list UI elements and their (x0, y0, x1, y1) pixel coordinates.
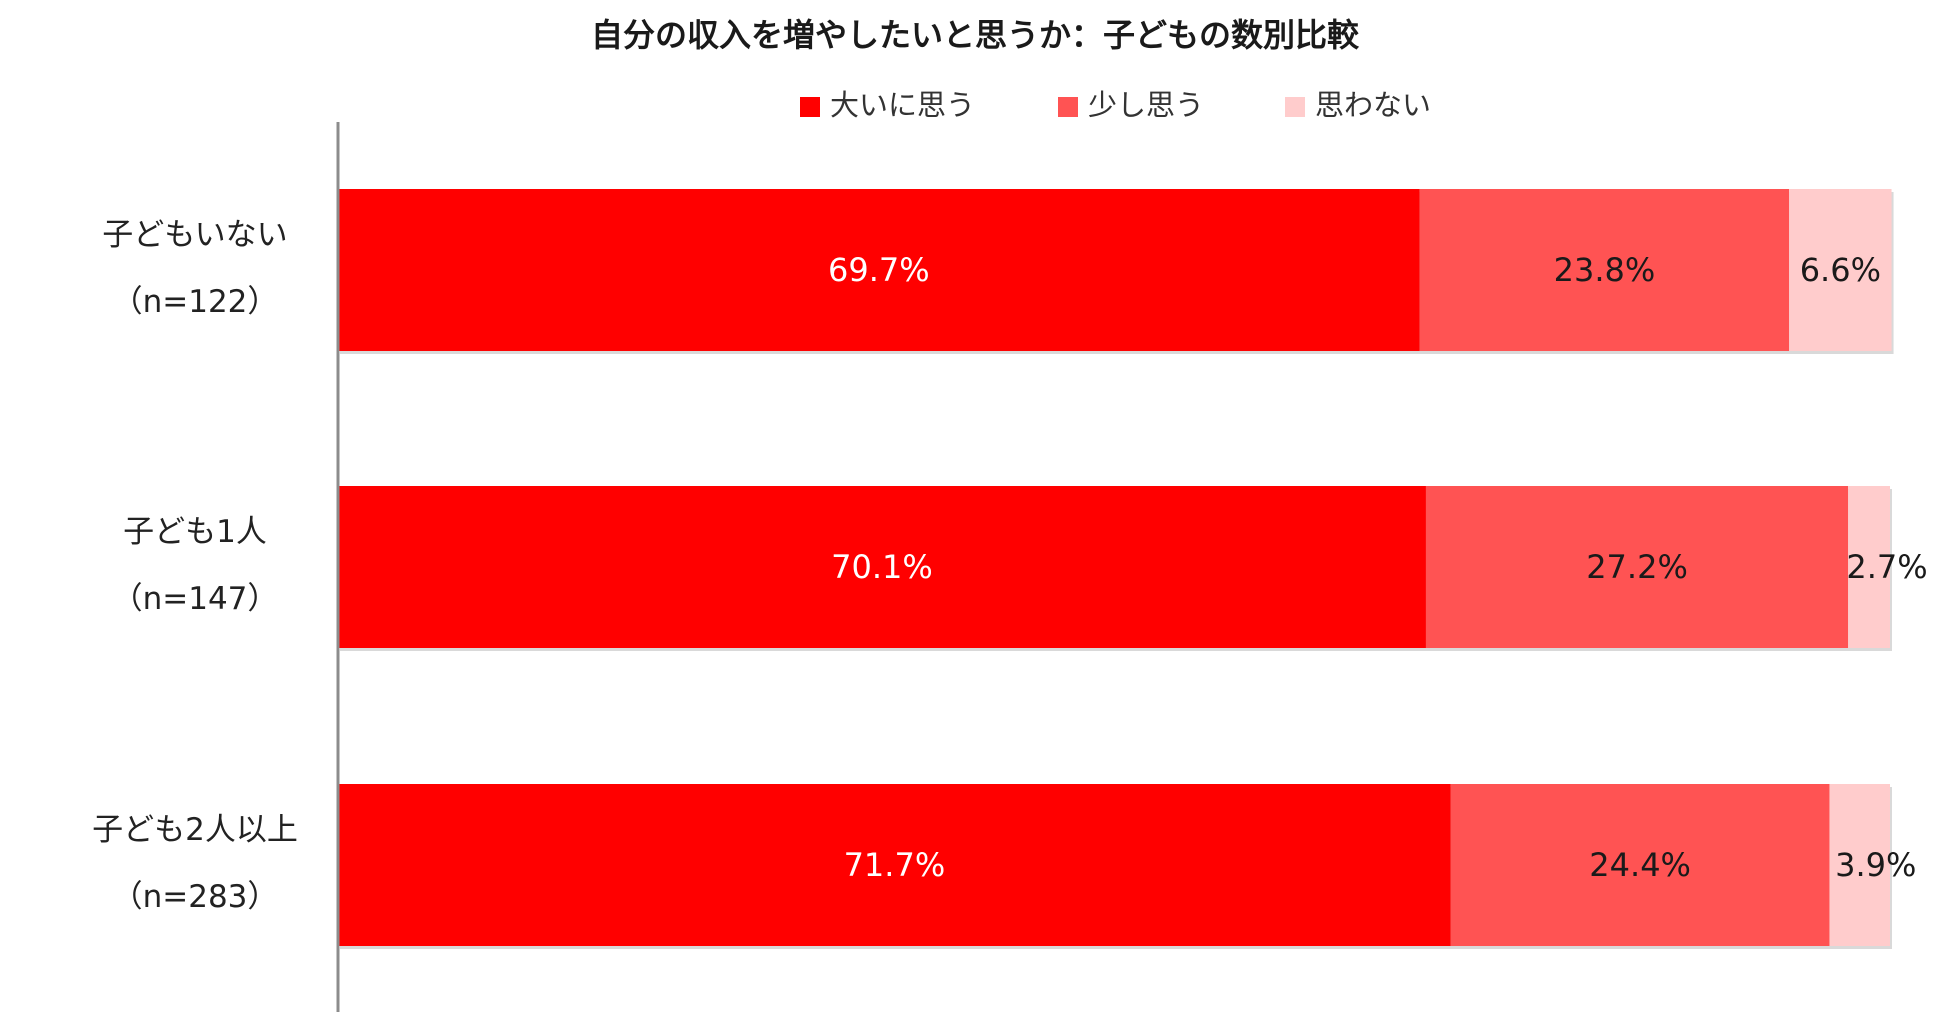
bars: 69.7% 23.8% 6.6% 70.1% 27.2% 2.7% 71.7% 24.4% 3.… (338, 189, 1928, 949)
data-label-1-3: 6.6% (1800, 251, 1881, 289)
legend: 大いに思う 少し思う 思わない (800, 88, 1431, 122)
legend-swatch-3 (1285, 97, 1305, 117)
bar-segment-2-2 (1425, 486, 1849, 648)
data-label-3-3: 3.9% (1835, 846, 1916, 884)
category-label-3: 子ども2人以上 (92, 812, 298, 848)
data-label-2-2: 27.2% (1586, 548, 1688, 586)
data-label-2-1: 70.1% (831, 548, 933, 586)
legend-label-1: 大いに思う (830, 88, 975, 122)
data-label-3-2: 24.4% (1589, 846, 1691, 884)
category-label-1: 子どもいない (102, 217, 287, 253)
legend-swatch-2 (1058, 97, 1078, 117)
bar-segment-1-3 (1789, 189, 1892, 351)
legend-swatch-1 (800, 97, 820, 117)
legend-label-3: 思わない (1315, 88, 1431, 122)
data-label-1-1: 69.7% (828, 251, 930, 289)
bar-segment-3-1 (338, 784, 1451, 946)
bar-segment-2-3 (1848, 486, 1890, 648)
bar-row-3: 71.7% 24.4% 3.9% (338, 784, 1916, 949)
bar-row-1: 69.7% 23.8% 6.6% (338, 189, 1894, 354)
bar-segment-1-2 (1419, 189, 1790, 351)
category-n-3: （n=283） (112, 879, 279, 915)
chart-title: 自分の収入を増やしたいと思うか：子どもの数別比較 (591, 16, 1360, 54)
category-n-2: （n=147） (112, 581, 279, 617)
bar-segment-3-2 (1450, 784, 1830, 946)
bar-segment-3-3 (1829, 784, 1890, 946)
legend-label-2: 少し思う (1088, 88, 1204, 122)
bar-segment-2-1 (338, 486, 1426, 648)
category-labels: 子どもいない （n=122） 子ども1人 （n=147） 子ども2人以上 （n=283） (92, 217, 298, 915)
category-n-1: （n=122） (112, 284, 279, 320)
category-label-2: 子ども1人 (123, 514, 267, 550)
bar-row-2: 70.1% 27.2% 2.7% (338, 486, 1928, 651)
data-label-3-1: 71.7% (844, 846, 946, 884)
data-label-2-3: 2.7% (1846, 548, 1927, 586)
data-label-1-2: 23.8% (1554, 251, 1656, 289)
bar-segment-1-1 (338, 189, 1420, 351)
